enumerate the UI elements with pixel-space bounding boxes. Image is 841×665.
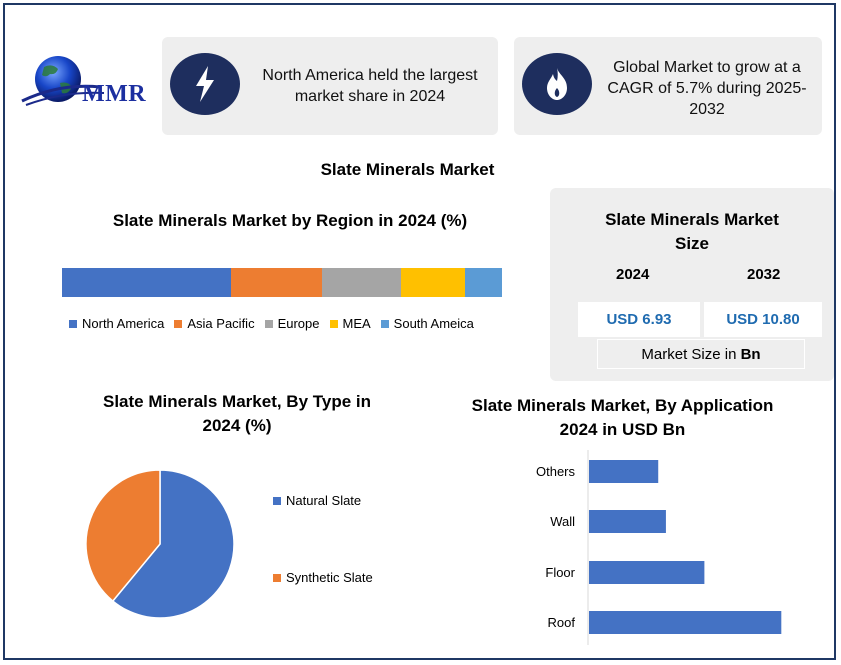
value-2032: USD 10.80 (704, 302, 822, 337)
legend-label-natural: Natural Slate (286, 493, 362, 508)
legend-swatch (329, 319, 338, 328)
application-bar-chart (587, 450, 782, 645)
value-2024: USD 6.93 (578, 302, 700, 337)
region-segment-europe (321, 268, 401, 297)
insight-text-region: North America held the largest market sh… (262, 67, 478, 105)
region-legend-label: Europe (277, 316, 320, 331)
legend-label-synthetic: Synthetic Slate (286, 570, 373, 585)
region-legend-label: South Ameica (393, 316, 474, 331)
region-legend-item: MEA (329, 316, 371, 331)
region-chart-title: Slate Minerals Market by Region in 2024 … (112, 211, 468, 230)
legend-swatch (174, 319, 183, 328)
application-category-label: Others (535, 464, 575, 479)
main-title: Slate Minerals Market (320, 160, 495, 179)
year-2024-label: 2024 (616, 266, 650, 283)
region-legend-item: Europe (264, 316, 320, 331)
infographic-frame: MMR North America held the largest marke… (3, 3, 836, 660)
insight-card-cagr: Global Market to grow at a CAGR of 5.7% … (514, 37, 822, 135)
region-segment-south-ameica (464, 268, 502, 297)
application-category-label: Wall (550, 514, 575, 529)
pie-legend-synthetic: Synthetic Slate (273, 570, 373, 585)
type-pie-chart (85, 469, 235, 619)
region-legend: North America Asia Pacific Europe MEA South … (69, 316, 474, 331)
region-legend-item: Asia Pacific (174, 316, 255, 331)
region-legend-label: North America (82, 316, 165, 331)
legend-swatch (69, 319, 77, 328)
application-category-label: Floor (545, 565, 575, 580)
market-size-panel: Slate Minerals Market Size 2024 2032 USD… (550, 188, 834, 381)
application-bar-wall (589, 510, 666, 533)
pie-slice-natural-slate (111, 469, 235, 619)
pie-slice-synthetic-slate (85, 469, 161, 603)
region-legend-label: MEA (342, 316, 371, 331)
region-segment-asia-pacific (231, 268, 322, 297)
region-legend-label: Asia Pacific (187, 316, 255, 331)
year-2032-label: 2032 (747, 266, 781, 283)
region-segment-mea (400, 268, 465, 297)
market-size-title: Slate Minerals Market Size (605, 210, 779, 253)
region-stacked-bar (62, 268, 502, 297)
application-bar-roof (589, 611, 782, 634)
legend-swatch (264, 319, 273, 328)
unit-bold: Bn (740, 345, 761, 363)
globe-icon (21, 56, 105, 106)
region-legend-item: South Ameica (380, 316, 474, 331)
legend-swatch (380, 319, 389, 328)
market-size-unit: Market Size in Bn (597, 339, 805, 369)
logo-text: MMR (82, 81, 147, 107)
legend-swatch (273, 573, 281, 582)
type-chart-title: Slate Minerals Market, By Type in 2024 (… (103, 392, 371, 435)
application-bar-floor (589, 561, 705, 584)
unit-prefix: Market Size in (641, 345, 741, 363)
region-legend-item: North America (69, 316, 164, 331)
insight-card-region: North America held the largest market sh… (162, 37, 498, 135)
application-bar-others (589, 460, 659, 483)
application-chart-title: Slate Minerals Market, By Application 20… (471, 396, 774, 439)
mmr-logo: MMR (20, 53, 155, 113)
flame-icon (522, 53, 592, 115)
legend-swatch (273, 496, 281, 505)
lightning-icon (170, 53, 240, 115)
insight-text-cagr: Global Market to grow at a CAGR of 5.7% … (607, 59, 807, 118)
application-category-label: Roof (547, 615, 575, 630)
pie-legend-natural: Natural Slate (273, 493, 361, 508)
region-segment-north-america (62, 268, 232, 297)
